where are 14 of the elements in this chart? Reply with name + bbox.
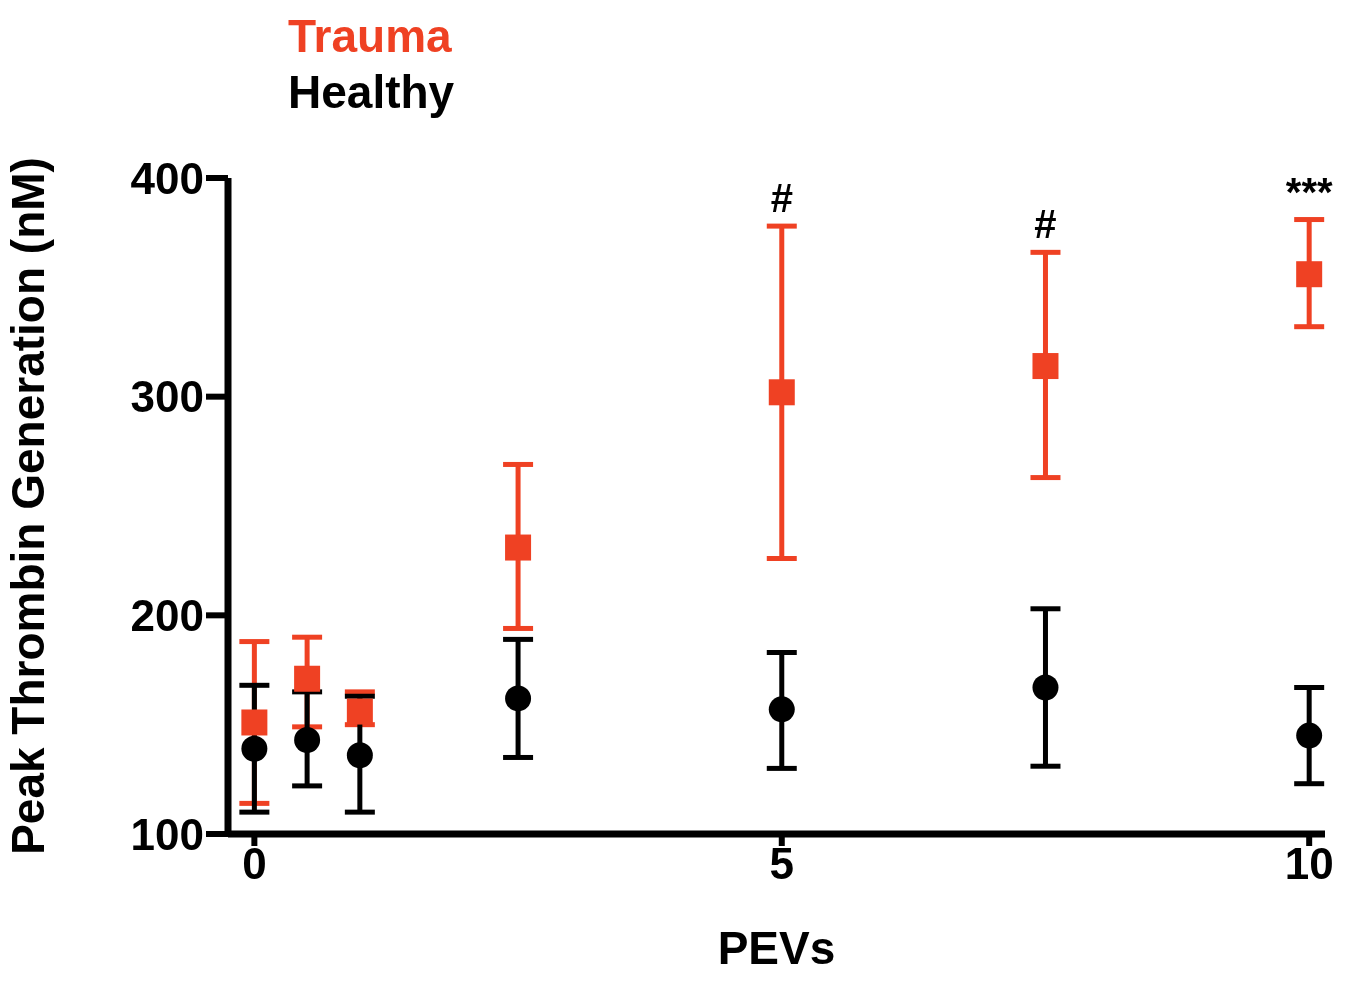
text: Healthy: [288, 65, 455, 120]
y-tick-label: 300: [130, 372, 204, 422]
text: Trauma: [288, 9, 453, 64]
y-tick-label: 100: [130, 809, 204, 859]
x-tick-label: 0: [242, 839, 267, 889]
x-tick-label: 10: [1284, 839, 1334, 889]
y-axis-title: Peak Thrombin Generation (nM): [2, 157, 55, 855]
annotation: #: [770, 176, 793, 221]
x-tick-label: 5: [769, 839, 795, 889]
annotation: ***: [1285, 169, 1333, 214]
x-axis-title: PEVs: [717, 922, 836, 974]
y-tick-label: 400: [130, 153, 204, 203]
annotation: #: [1034, 202, 1057, 247]
y-tick-label: 200: [130, 590, 204, 640]
